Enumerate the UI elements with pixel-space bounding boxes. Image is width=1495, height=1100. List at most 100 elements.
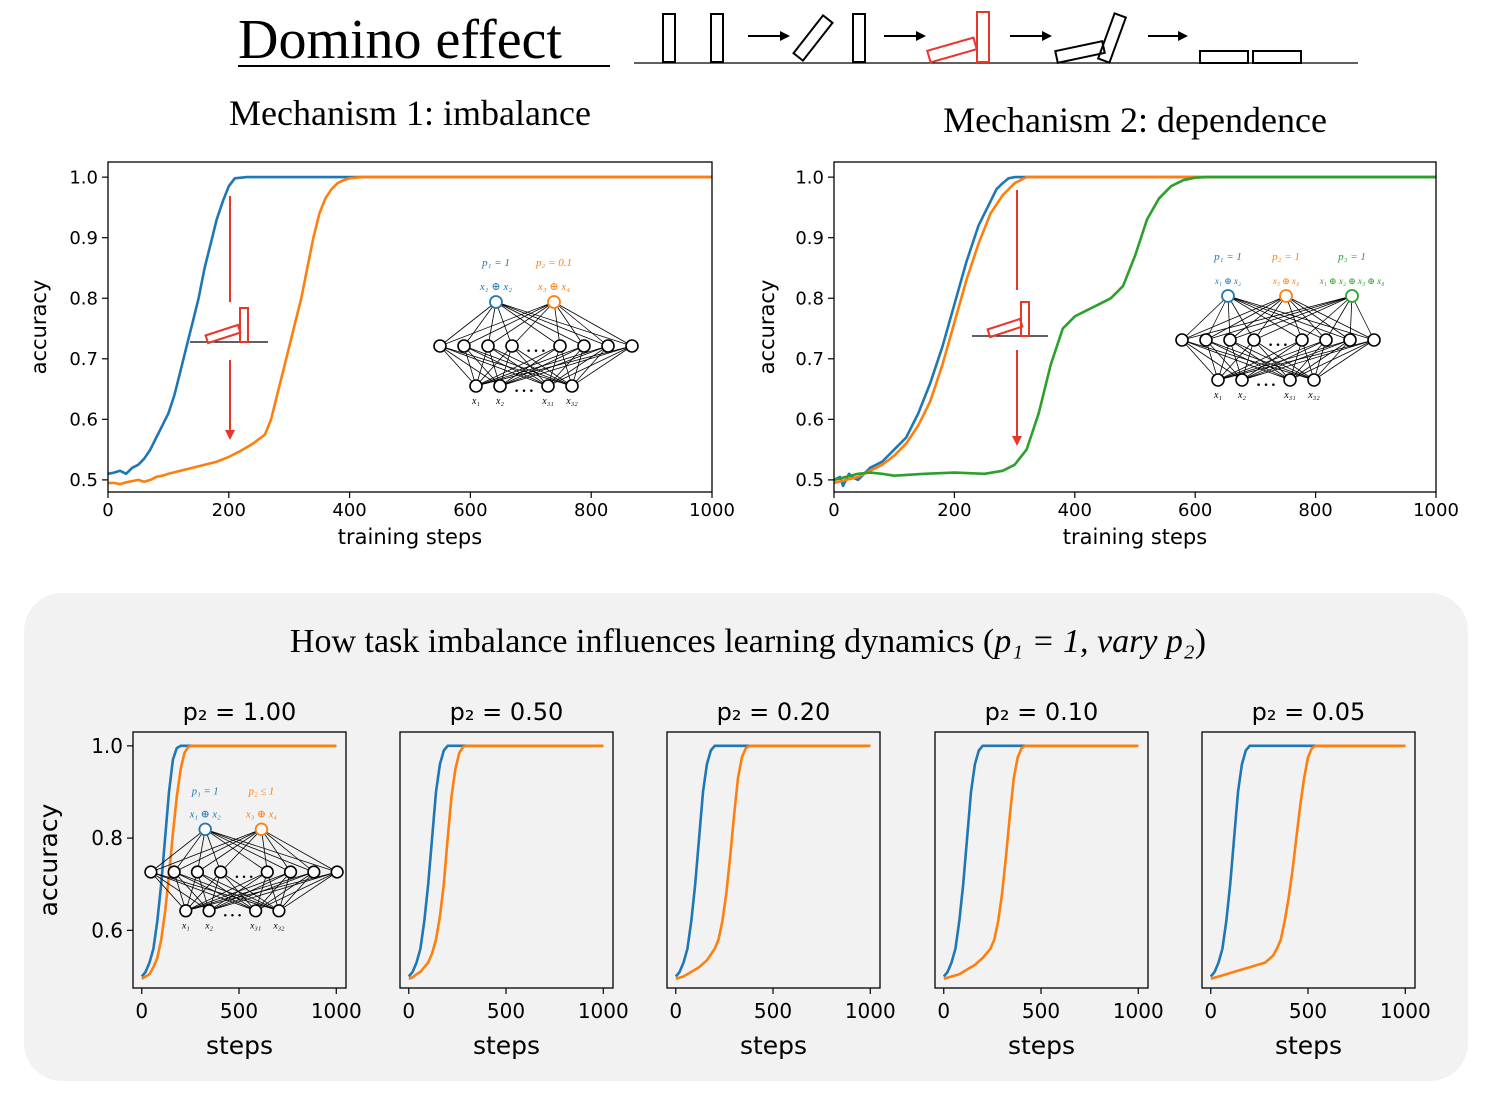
- input-node: [541, 379, 555, 393]
- network-edge: [1205, 295, 1353, 341]
- domino-flat-2: [1252, 50, 1302, 64]
- probability-label: p₁ = 1: [191, 785, 219, 797]
- arrow-head-icon: [1178, 31, 1188, 41]
- network-edge: [220, 829, 262, 873]
- output-node: [1345, 289, 1359, 303]
- chart-title: Mechanism 1: imbalance: [229, 93, 591, 133]
- network-edge: [1227, 295, 1327, 341]
- y-tick-label: 1.0: [91, 734, 123, 758]
- hidden-node: [1175, 333, 1189, 347]
- network-edge: [1313, 339, 1351, 381]
- network-edge: [439, 345, 477, 387]
- x-tick-label: 800: [574, 500, 608, 521]
- hidden-node: [260, 865, 274, 879]
- network-edge: [1349, 295, 1353, 341]
- network-edge: [571, 345, 585, 387]
- domino-standing-1: [662, 13, 676, 63]
- network-edge: [559, 345, 573, 387]
- series-line: [833, 175, 1436, 488]
- hidden-node: [167, 865, 181, 879]
- ellipsis: …: [1255, 366, 1277, 391]
- input-node: [493, 379, 507, 393]
- hidden-node: [1295, 333, 1309, 347]
- series-line: [408, 744, 604, 981]
- series-line: [674, 744, 871, 978]
- chart-title: p₂ = 0.50: [450, 698, 564, 726]
- domino-standing-3: [852, 13, 866, 63]
- hidden-node: [214, 865, 228, 879]
- network-edge: [150, 871, 187, 912]
- input-label: x₃₂: [272, 920, 285, 931]
- hidden-node: [577, 339, 591, 353]
- domino-tilted: [792, 13, 834, 63]
- network-edge: [1285, 295, 1375, 341]
- hidden-node: [481, 339, 495, 353]
- x-tick-label: 0: [135, 999, 148, 1023]
- y-tick-label: 0.7: [69, 349, 98, 370]
- network-edge: [1181, 339, 1219, 381]
- output-label: x₃ ⊕ x₄: [537, 281, 570, 293]
- network-edge: [1227, 295, 1375, 341]
- chart-title: p₂ = 0.05: [1252, 698, 1366, 726]
- network-edge: [439, 345, 501, 387]
- input-label: x₂: [1237, 390, 1246, 401]
- small-multiples: p₂ = 1.00 0 500 1000 0.6 0.8 1.0 steps accuracy p…: [34, 698, 1431, 1060]
- domino-flat-1: [1199, 50, 1249, 64]
- y-tick-label: 0.6: [91, 918, 123, 942]
- domino-red-fallen: [926, 36, 978, 64]
- ellipsis: …: [513, 372, 535, 397]
- series-line: [107, 175, 712, 476]
- output-label: x₁ ⊕ x₂: [479, 281, 512, 293]
- output-label: x₁ ⊕ x₂ ⊕ x₃ ⊕ x₄: [1319, 276, 1385, 286]
- network-edge: [197, 828, 262, 873]
- hidden-node: [625, 339, 639, 353]
- series-line: [1210, 744, 1406, 981]
- falling-domino-inset: [190, 196, 268, 440]
- x-tick-label: 0: [102, 500, 113, 521]
- y-tick-label: 1.0: [69, 167, 98, 188]
- network-edge: [511, 345, 573, 387]
- series-line: [108, 175, 712, 486]
- hidden-node: [505, 339, 519, 353]
- series-line: [675, 744, 871, 981]
- domino-red-fallen: [986, 317, 1024, 339]
- output-node: [254, 822, 269, 837]
- network-edge: [487, 301, 497, 347]
- domino-standing-2: [710, 13, 724, 63]
- x-tick-label: 0: [828, 500, 839, 521]
- hidden-node: [307, 865, 321, 879]
- y-axis-label: accuracy: [34, 803, 63, 916]
- x-tick-label: 800: [1298, 500, 1332, 521]
- network-edge: [1227, 295, 1351, 341]
- panel-title-prefix: How task imbalance influences learning d…: [290, 623, 994, 660]
- network-edge: [205, 828, 338, 873]
- x-axis-label: steps: [1275, 1031, 1342, 1060]
- x-tick-label: 1000: [689, 500, 735, 521]
- network-edge: [495, 301, 633, 347]
- network-edge: [197, 871, 280, 912]
- imbalance-panel: [24, 593, 1468, 1081]
- panel-title-suffix: ): [1195, 623, 1206, 660]
- input-label: x₃₁: [541, 396, 553, 407]
- input-node: [469, 379, 483, 393]
- y-tick-label: 0.5: [69, 470, 98, 491]
- domino-red-standing: [976, 11, 990, 63]
- network-edge: [278, 871, 291, 911]
- domino-sequence-illustration: [634, 11, 1358, 65]
- ellipsis: …: [233, 859, 254, 883]
- y-tick-label: 0.6: [69, 410, 98, 431]
- network-edge: [1285, 295, 1351, 341]
- series-line: [833, 175, 1436, 482]
- x-tick-label: 1000: [1380, 999, 1431, 1023]
- x-tick-label: 200: [937, 500, 971, 521]
- series-line: [943, 744, 1139, 981]
- input-node: [202, 904, 216, 918]
- x-tick-label: 200: [212, 500, 246, 521]
- y-tick-label: 1.0: [795, 167, 824, 188]
- red-arrow-head-icon: [1012, 436, 1022, 446]
- network-edge: [1181, 295, 1229, 341]
- network-edge: [1253, 339, 1315, 381]
- network-edge: [204, 828, 268, 873]
- network-edge: [1181, 339, 1291, 381]
- x-tick-label: 400: [1058, 500, 1092, 521]
